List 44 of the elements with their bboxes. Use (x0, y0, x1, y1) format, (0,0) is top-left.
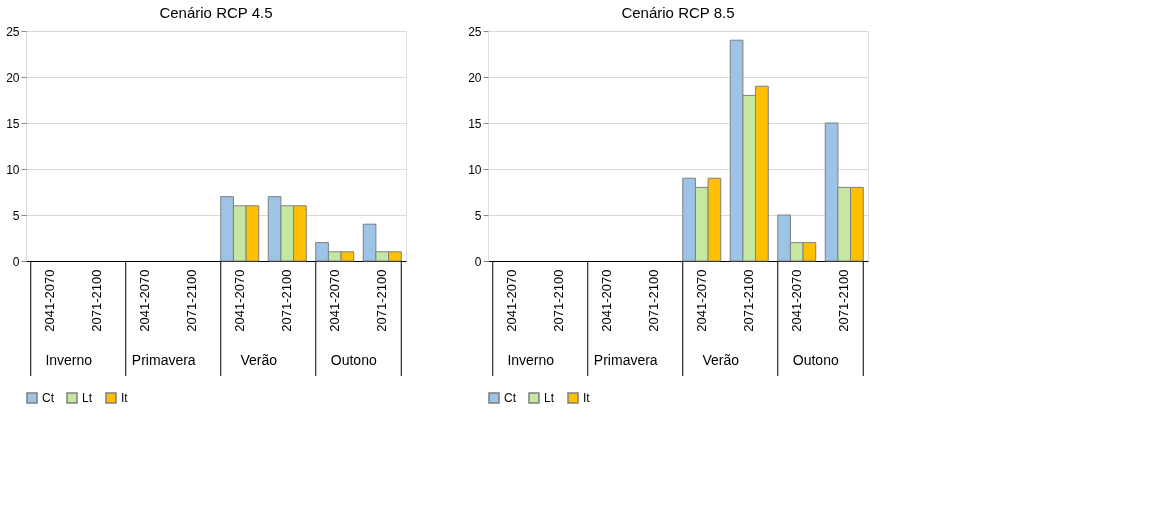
x-tick-label: 2041-2070 (693, 269, 709, 332)
x-tick-label: 2071-2100 (551, 269, 567, 332)
text: Primavera (131, 352, 196, 368)
x-tick-label: 2041-2070 (231, 269, 247, 332)
y-tick-label: 5 (474, 208, 482, 223)
y-tick-label: 15 (6, 116, 20, 131)
y-tick-label: 5 (12, 208, 20, 223)
legend-label: Lt (544, 391, 555, 405)
y-tick-label: 10 (468, 162, 482, 177)
text: Verão (702, 352, 740, 368)
x-tick-label: 2071-2100 (646, 269, 662, 332)
x-tick-label: 2041-2070 (788, 269, 804, 332)
x-tick-label: 2041-2070 (136, 269, 152, 332)
x-tick-label: 2071-2100 (184, 269, 200, 332)
text: Inverno (507, 352, 555, 368)
text: Outono (330, 352, 377, 368)
y-tick-label: 25 (468, 24, 482, 39)
x-tick-label: 2071-2100 (741, 269, 757, 332)
text: Outono (792, 352, 839, 368)
x-tick-label: 2071-2100 (279, 269, 295, 332)
x-tick-label: 2071-2100 (836, 269, 852, 332)
x-tick-label: 2041-2070 (326, 269, 342, 332)
x-tick-label: 2071-2100 (374, 269, 390, 332)
x-tick-label: 2041-2070 (598, 269, 614, 332)
y-tick-label: 10 (6, 162, 20, 177)
y-tick-label: 15 (468, 116, 482, 131)
x-tick-label: 2041-2070 (503, 269, 519, 332)
legend-label: Ct (42, 391, 55, 405)
y-tick-label: 25 (6, 24, 20, 39)
y-tick-label: 0 (474, 254, 482, 269)
y-tick-label: 20 (6, 70, 20, 85)
legend-label: Ct (504, 391, 517, 405)
x-tick-label: 2071-2100 (89, 269, 105, 332)
legend-label: It (583, 391, 591, 405)
y-tick-label: 0 (12, 254, 20, 269)
text: Inverno (45, 352, 93, 368)
text: Primavera (593, 352, 658, 368)
text: Verão (240, 352, 278, 368)
chart-title: Cenário RCP 4.5 (159, 4, 273, 21)
x-tick-label: 2041-2070 (41, 269, 57, 332)
y-tick-label: 20 (468, 70, 482, 85)
chart-title: Cenário RCP 8.5 (621, 4, 735, 21)
legend-label: It (121, 391, 129, 405)
legend-label: Lt (82, 391, 93, 405)
